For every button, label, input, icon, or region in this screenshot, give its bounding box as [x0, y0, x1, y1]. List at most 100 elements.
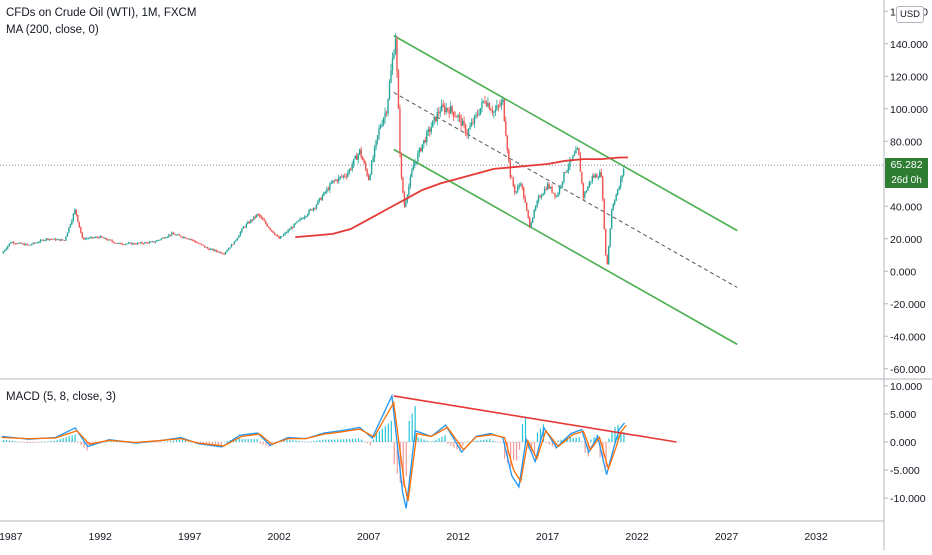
candle-body — [563, 172, 564, 181]
price-tick-label: -40.000 — [890, 331, 926, 343]
candle-body — [108, 240, 109, 241]
candle-body — [560, 186, 561, 188]
candle-body — [475, 114, 476, 115]
macd-tick-label: -5.000 — [890, 465, 920, 477]
candle-body — [114, 243, 115, 244]
candle-body — [607, 255, 608, 265]
time-tick-label: 1997 — [178, 531, 202, 543]
candle-body — [323, 192, 324, 196]
macd-histogram-bar — [432, 441, 433, 442]
candle-body — [6, 249, 7, 251]
candle-body — [310, 209, 311, 210]
countdown-tag: 26d 0h — [885, 173, 928, 188]
candle-body — [138, 243, 139, 244]
macd-histogram-bar — [453, 442, 454, 448]
candle-body — [255, 216, 256, 217]
macd-histogram-bar — [6, 440, 7, 442]
macd-histogram-bar — [185, 440, 186, 441]
candle-body — [459, 115, 460, 117]
candle-body — [101, 236, 102, 237]
macd-histogram-bar — [72, 435, 73, 442]
candle-body — [416, 161, 417, 162]
candle-body — [216, 250, 217, 251]
currency-button[interactable]: USD — [896, 6, 924, 23]
candle-body — [513, 178, 514, 186]
macd-histogram-bar — [179, 440, 180, 442]
macd-histogram-bar — [388, 423, 389, 442]
candle-body — [170, 235, 171, 236]
time-tick-label: 2032 — [804, 531, 828, 543]
macd-histogram-bar — [441, 437, 442, 442]
candle-body — [61, 239, 62, 240]
candle-body — [34, 243, 35, 244]
macd-histogram-bar — [9, 441, 10, 442]
candle-body — [165, 238, 166, 239]
macd-histogram-bar — [30, 442, 31, 443]
macd-histogram-bar — [81, 442, 82, 445]
macd-histogram-bar — [424, 440, 425, 442]
macd-histogram-bar — [421, 439, 422, 442]
candle-body — [183, 237, 184, 238]
candle-body — [111, 240, 112, 241]
macd-histogram-bar — [355, 439, 356, 442]
macd-histogram-bar — [426, 441, 427, 442]
candle-body — [375, 140, 376, 147]
candle-body — [132, 243, 133, 244]
candle-body — [623, 169, 624, 176]
candle-body — [49, 239, 50, 240]
candle-body — [335, 180, 336, 181]
candle-body — [55, 239, 56, 241]
candle-body — [541, 196, 542, 198]
candle-body — [557, 193, 558, 196]
candle-body — [395, 39, 396, 54]
candle-body — [505, 121, 506, 136]
candle-body — [222, 253, 223, 254]
candle-body — [199, 244, 200, 245]
candle-body — [592, 176, 593, 182]
candle-body — [246, 224, 247, 227]
candle-body — [62, 239, 63, 240]
candle-body — [123, 244, 124, 245]
candle-body — [356, 156, 357, 160]
candle-body — [601, 172, 602, 176]
candle-body — [437, 112, 438, 121]
macd-histogram-bar — [486, 439, 487, 442]
macd-histogram-bar — [322, 440, 323, 442]
candle-body — [527, 210, 528, 218]
candle-body — [89, 238, 90, 239]
candle-body — [47, 238, 48, 240]
macd-histogram-bar — [27, 442, 28, 443]
candle-body — [575, 150, 576, 154]
candle-body — [159, 240, 160, 241]
macd-histogram-bar — [265, 442, 266, 446]
candle-body — [153, 241, 154, 242]
candle-body — [519, 185, 520, 187]
candle-body — [4, 250, 5, 251]
candle-body — [205, 247, 206, 248]
candle-body — [413, 166, 414, 171]
candle-body — [360, 149, 361, 157]
candle-body — [232, 244, 233, 245]
candle-body — [147, 242, 148, 243]
candle-body — [516, 191, 517, 192]
candle-body — [386, 113, 387, 114]
candle-body — [179, 235, 180, 236]
candle-body — [308, 210, 309, 214]
candle-body — [143, 243, 144, 244]
macd-tick-label: 5.000 — [890, 409, 916, 421]
macd-histogram-bar — [409, 421, 410, 442]
candle-body — [176, 235, 177, 236]
candle-body — [287, 230, 288, 232]
macd-histogram-bar — [352, 439, 353, 442]
candle-body — [538, 196, 539, 201]
candle-body — [581, 172, 582, 183]
time-tick-label: 2012 — [446, 531, 470, 543]
macd-histogram-bar — [435, 440, 436, 442]
candle-body — [187, 239, 188, 240]
candle-body — [590, 182, 591, 183]
candle-body — [477, 114, 478, 115]
candle-body — [608, 246, 609, 264]
candle-body — [65, 237, 66, 241]
macd-histogram-bar — [69, 436, 70, 442]
candle-body — [35, 243, 36, 244]
